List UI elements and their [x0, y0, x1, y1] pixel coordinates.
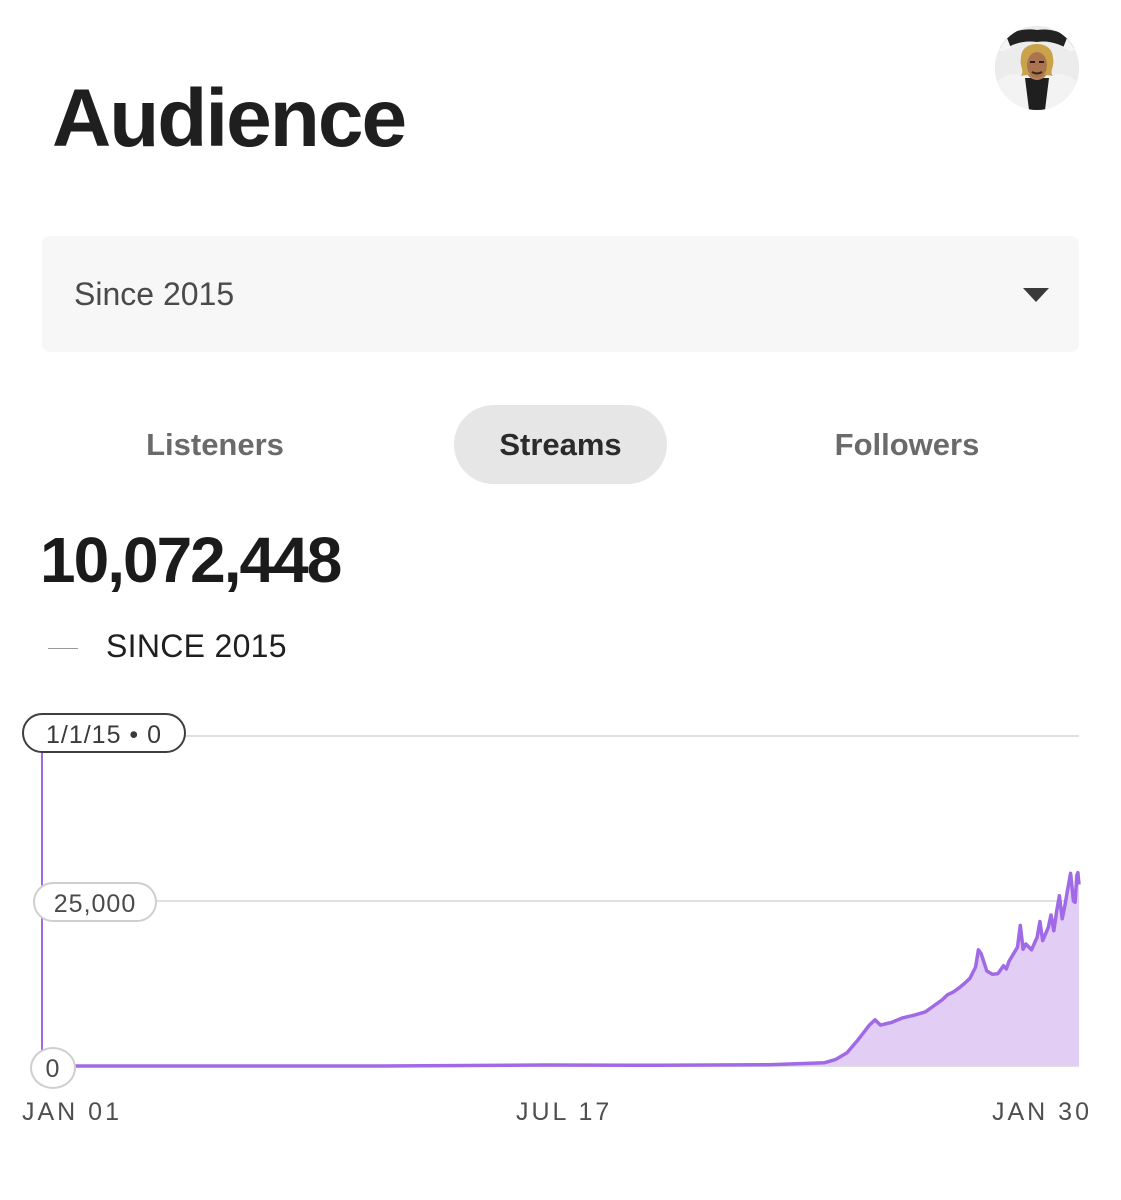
- y-tick-label-0: 0: [30, 1047, 76, 1089]
- streams-line: [42, 870, 1081, 1068]
- user-avatar[interactable]: [995, 26, 1079, 110]
- tab-listeners[interactable]: Listeners: [146, 427, 284, 462]
- legend-label: SINCE 2015: [106, 628, 287, 664]
- avatar-image: [995, 26, 1079, 110]
- x-tick-label-jan-01: JAN 01: [22, 1098, 122, 1126]
- date-range-select[interactable]: Since 2015: [42, 236, 1079, 352]
- tab-followers[interactable]: Followers: [834, 427, 980, 462]
- y-tick-label-25000: 25,000: [33, 882, 157, 922]
- total-streams-value: 10,072,448: [40, 524, 342, 596]
- date-range-value: Since 2015: [74, 276, 235, 312]
- caret-down-icon: [1023, 288, 1049, 302]
- streams-area-fill: [42, 872, 1079, 1066]
- chart-tooltip: 1/1/15 • 0: [22, 713, 186, 753]
- x-tick-label-jul-17: JUL 17: [516, 1098, 613, 1126]
- metric-tabs: Listeners Streams Followers: [42, 405, 1079, 484]
- legend-line-marker: [48, 648, 78, 649]
- streams-chart[interactable]: [0, 700, 1121, 1160]
- page-title: Audience: [52, 73, 407, 164]
- tab-streams[interactable]: Streams: [454, 405, 667, 484]
- x-tick-label-jan-30: JAN 30: [992, 1098, 1092, 1126]
